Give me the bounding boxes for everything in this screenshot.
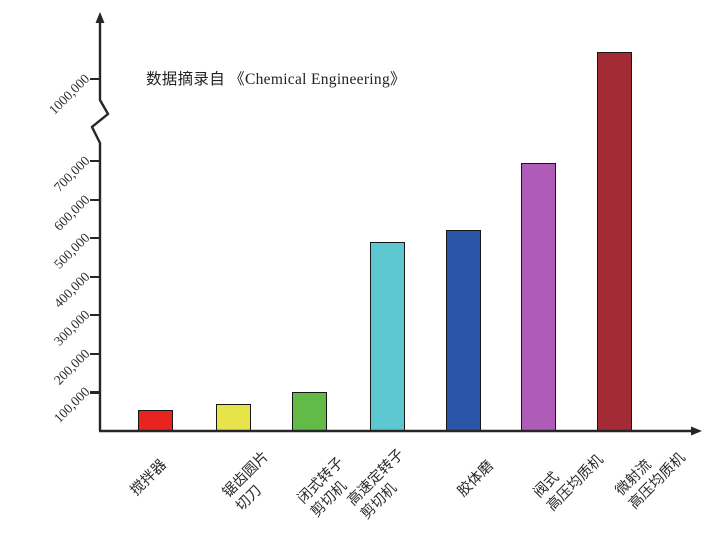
y-tick-1 xyxy=(90,391,100,394)
y-tick-3 xyxy=(90,314,100,317)
bar-4 xyxy=(370,242,405,432)
y-tick-8 xyxy=(90,78,100,81)
bar-2 xyxy=(216,404,251,432)
source-annotation: 数据摘录自 《Chemical Engineering》 xyxy=(146,71,406,88)
y-tick-6 xyxy=(90,198,100,201)
y-tick-4 xyxy=(90,275,100,278)
y-axis-line xyxy=(90,20,110,431)
y-axis-arrow-icon xyxy=(95,12,105,23)
y-tick-7 xyxy=(90,160,100,163)
x-axis-arrow-icon xyxy=(691,426,702,436)
bar-7 xyxy=(597,52,632,432)
bar-5 xyxy=(446,230,481,432)
y-tick-5 xyxy=(90,237,100,240)
bar-6 xyxy=(521,162,556,432)
y-tick-2 xyxy=(90,352,100,356)
